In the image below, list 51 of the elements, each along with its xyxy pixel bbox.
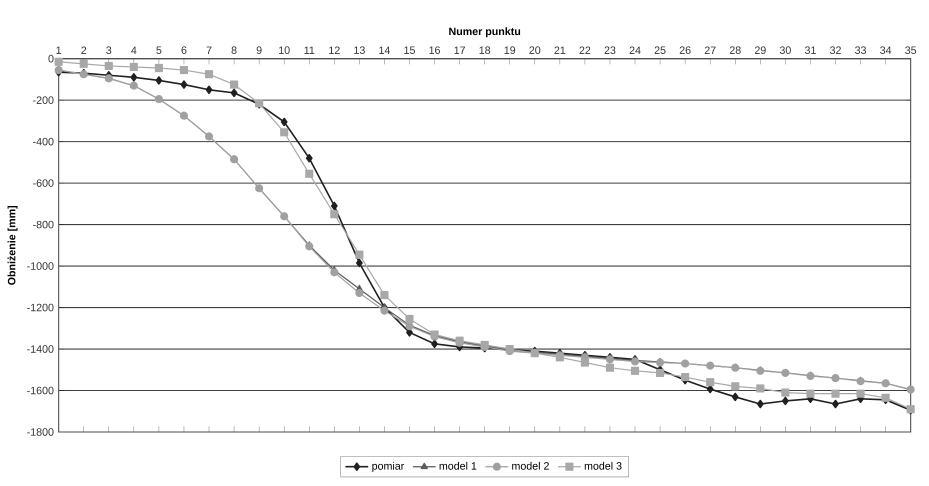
x-tick-label: 34 bbox=[880, 46, 892, 54]
legend-label: model 1 bbox=[440, 462, 476, 470]
x-tick-label: 2 bbox=[81, 46, 86, 54]
legend-label: model 3 bbox=[584, 462, 622, 470]
y-axis-title: Obniżenie [mm] bbox=[8, 206, 18, 285]
x-tick-label: 29 bbox=[754, 46, 766, 54]
x-tick-label: 35 bbox=[905, 46, 916, 54]
x-tick-label: 22 bbox=[580, 46, 590, 54]
legend-label: model 2 bbox=[512, 462, 549, 470]
x-tick-label: 23 bbox=[604, 46, 616, 54]
x-tick-label: 19 bbox=[504, 46, 516, 54]
x-tick-label: 10 bbox=[279, 46, 290, 54]
x-tick-label: 6 bbox=[182, 46, 186, 54]
x-tick-label: 32 bbox=[830, 46, 841, 54]
y-tick-label: -800 bbox=[33, 220, 54, 228]
y-tick-label: -1200 bbox=[27, 304, 54, 312]
x-tick-label: 28 bbox=[730, 46, 741, 54]
x-tick-label: 27 bbox=[704, 46, 716, 54]
y-tick-label: -1000 bbox=[27, 262, 54, 270]
y-tick-label: -400 bbox=[33, 138, 54, 146]
y-tick-label: -1400 bbox=[27, 345, 54, 353]
legend-label: pomiar bbox=[372, 462, 404, 472]
x-tick-label: 20 bbox=[529, 46, 540, 54]
x-tick-label: 4 bbox=[131, 46, 136, 54]
x-tick-label: 31 bbox=[804, 46, 816, 54]
y-tick-label: -200 bbox=[33, 96, 54, 104]
x-tick-label: 14 bbox=[379, 46, 390, 54]
y-tick-label: 0 bbox=[48, 54, 54, 62]
y-tick-label: -1600 bbox=[27, 386, 54, 394]
x-tick-label: 3 bbox=[106, 46, 112, 54]
x-tick-label: 15 bbox=[404, 46, 415, 54]
x-tick-label: 33 bbox=[855, 46, 866, 54]
x-axis-title: Numer punktu bbox=[449, 27, 520, 38]
x-tick-label: 24 bbox=[630, 46, 641, 54]
x-tick-label: 7 bbox=[206, 46, 212, 54]
x-tick-label: 16 bbox=[429, 46, 440, 54]
x-tick-label: 9 bbox=[256, 46, 262, 54]
x-tick-label: 11 bbox=[304, 46, 314, 54]
x-tick-label: 8 bbox=[232, 46, 237, 54]
x-tick-label: 1 bbox=[56, 46, 62, 54]
x-tick-label: 18 bbox=[480, 46, 490, 54]
x-tick-label: 17 bbox=[454, 46, 466, 54]
x-tick-label: 25 bbox=[654, 46, 666, 54]
x-tick-label: 30 bbox=[780, 46, 791, 54]
x-tick-label: 21 bbox=[554, 46, 566, 54]
x-tick-label: 13 bbox=[354, 46, 365, 54]
y-tick-label: -600 bbox=[33, 179, 54, 187]
x-tick-label: 5 bbox=[156, 46, 162, 54]
x-tick-label: 12 bbox=[329, 46, 340, 54]
x-tick-label: 26 bbox=[680, 46, 691, 54]
y-tick-label: -1800 bbox=[27, 428, 54, 436]
